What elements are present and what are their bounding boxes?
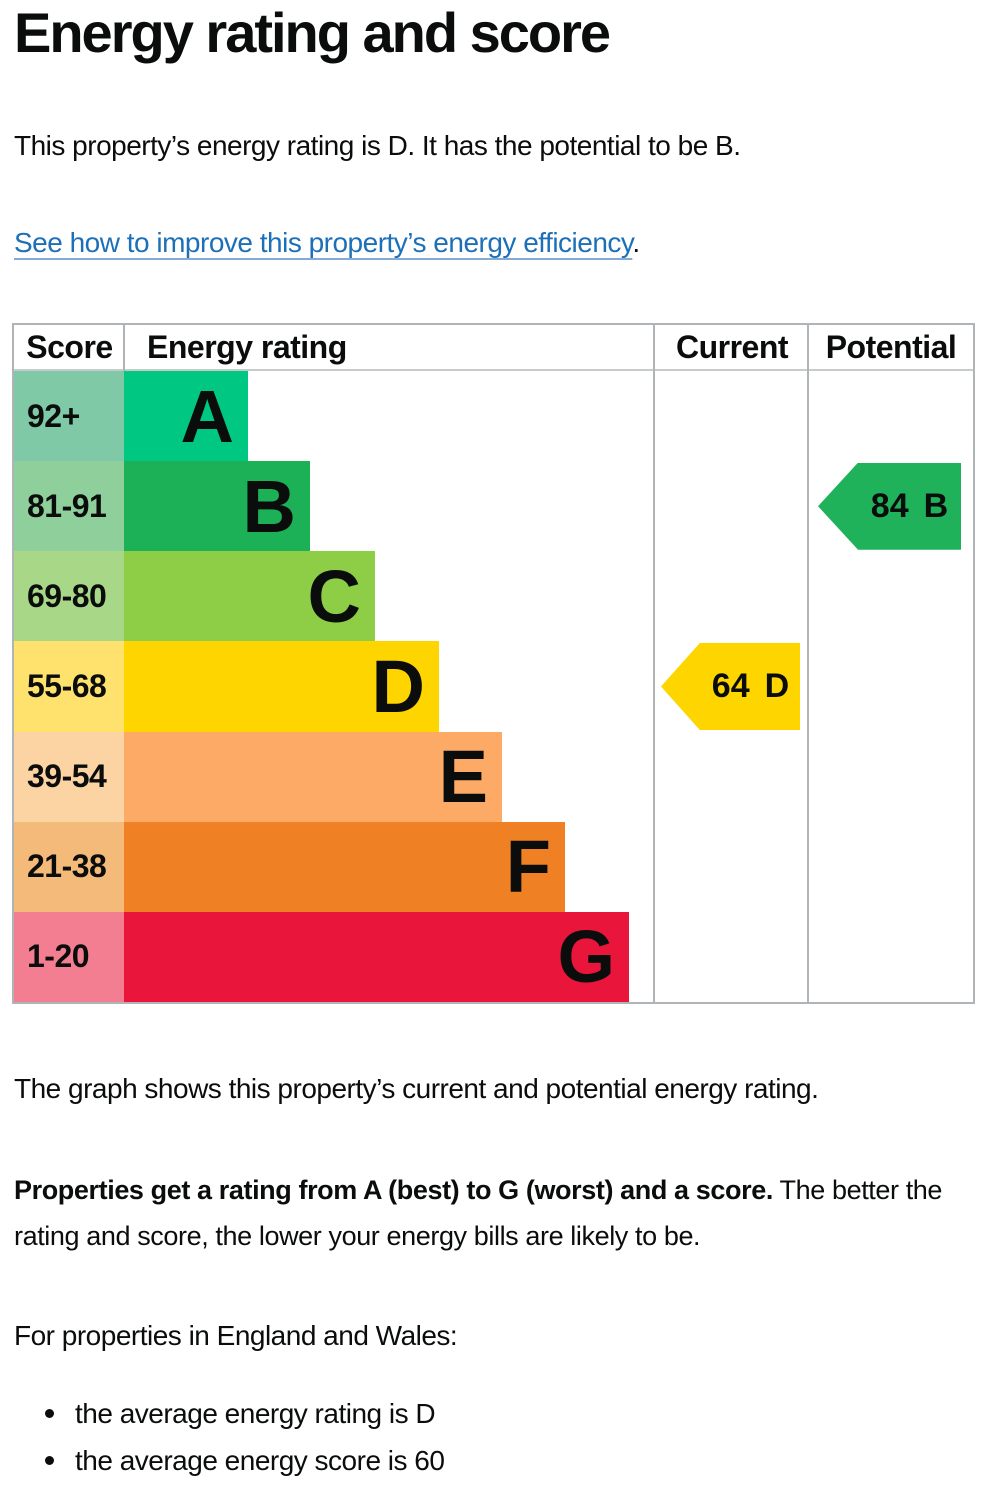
england-wales-heading: For properties in England and Wales: (14, 1320, 458, 1351)
score-range-b: 81-91 (14, 461, 124, 552)
band-bar-g: G (124, 911, 629, 1002)
epc-band-row: 55-68 D (14, 641, 973, 732)
band-bar-a: A (124, 371, 248, 462)
epc-band-row: 92+ A (14, 371, 973, 462)
improve-efficiency-link[interactable]: See how to improve this property’s energ… (14, 227, 633, 258)
current-score-value: 64 (711, 666, 750, 705)
epc-rating-table: Score Energy rating Current Potential 64… (12, 323, 975, 1004)
epc-band-row: 1-20 G (14, 911, 973, 1002)
divider-current-potential (807, 325, 809, 1002)
link-suffix: . (632, 227, 640, 258)
divider-rating-current (653, 325, 655, 1002)
band-bar-d: D (124, 641, 439, 732)
band-bar-e: E (124, 731, 502, 822)
column-header-energy-rating: Energy rating (147, 328, 347, 365)
rating-explain-text: Properties get a rating from A (best) to… (14, 1167, 986, 1259)
band-bar-b: B (124, 461, 310, 552)
epc-band-row: 69-80 C (14, 551, 973, 642)
improve-link-row: See how to improve this property’s energ… (14, 227, 640, 259)
score-range-g: 1-20 (14, 911, 124, 1002)
band-bar-c: C (124, 551, 375, 642)
list-item: the average energy rating is D (14, 1390, 444, 1437)
score-range-f: 21-38 (14, 821, 124, 912)
rating-explain-rest: The better the rating and score, the low… (14, 1175, 943, 1251)
list-item: the average energy score is 60 (14, 1437, 445, 1484)
epc-chart-body: 64 D 84 B 92+ A 81-91 B 69-80 C 55-68 D 39-54 E 21-3… (14, 371, 973, 1002)
page-title: Energy rating and score (14, 1, 611, 64)
potential-score-value: 84 (870, 486, 909, 525)
epc-band-row: 39-54 E (14, 731, 973, 822)
score-range-e: 39-54 (14, 731, 124, 822)
band-bar-f: F (124, 821, 565, 912)
score-range-d: 55-68 (14, 641, 124, 732)
average-stats-list: the average energy rating is D the avera… (14, 1390, 445, 1484)
epc-table-header: Score Energy rating Current Potential (14, 325, 973, 371)
graph-caption: The graph shows this property’s current … (14, 1073, 819, 1104)
score-range-c: 69-80 (14, 551, 124, 642)
current-band-letter: D (764, 666, 790, 705)
potential-band-letter: B (923, 486, 949, 525)
score-range-a: 92+ (14, 371, 124, 462)
column-header-potential: Potential (825, 328, 957, 365)
intro-text: This property’s energy rating is D. It h… (14, 130, 741, 161)
divider-score-rating (123, 325, 125, 371)
epc-band-row: 21-38 F (14, 821, 973, 912)
rating-explain-bold: Properties get a rating from A (best) to… (14, 1175, 773, 1205)
column-header-current: Current (675, 328, 789, 365)
column-header-score: Score (26, 328, 113, 365)
epc-band-row: 81-91 B (14, 461, 973, 552)
